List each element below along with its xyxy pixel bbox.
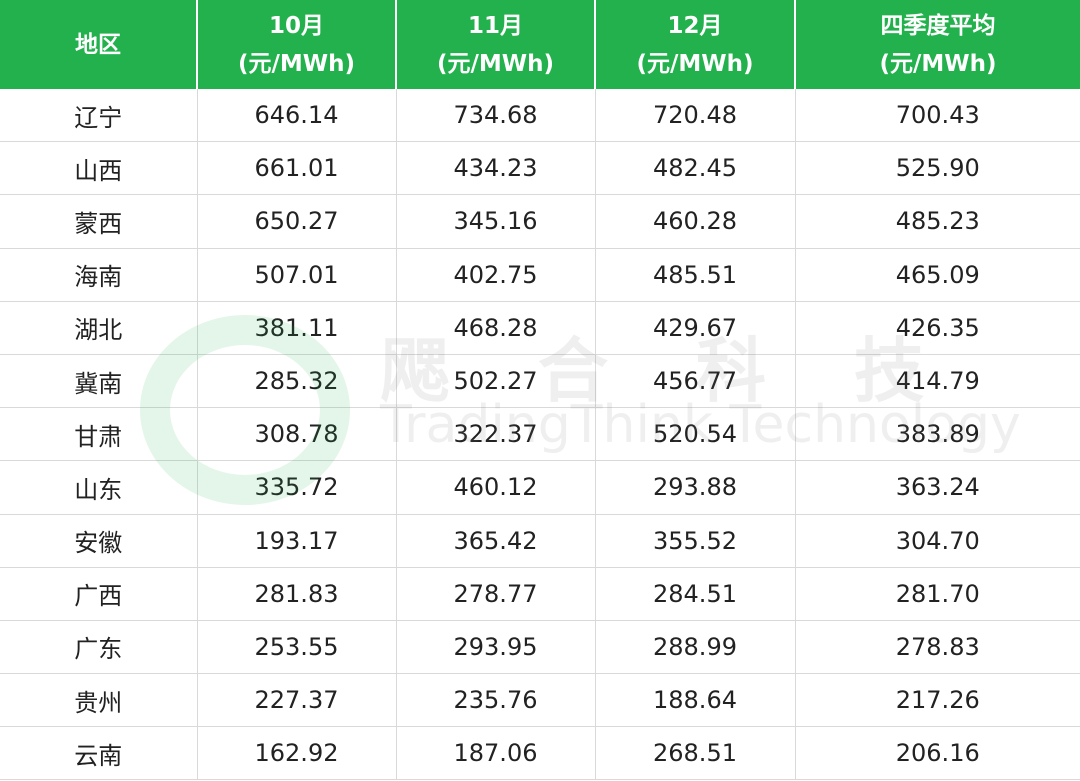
value-cell: 268.51 xyxy=(594,726,795,781)
header-unit: (元/MWh) xyxy=(237,50,356,77)
value-cell: 383.89 xyxy=(794,407,1080,462)
value-cell: 646.14 xyxy=(196,89,396,143)
table-row: 山西 661.01 434.23 482.45 525.90 xyxy=(0,141,1080,196)
value-cell: 253.55 xyxy=(196,620,396,675)
value-cell: 365.42 xyxy=(395,514,595,568)
region-cell: 贵州 xyxy=(0,673,197,728)
value-cell: 402.75 xyxy=(395,248,595,302)
table-row: 蒙西 650.27 345.16 460.28 485.23 xyxy=(0,194,1080,249)
value-cell: 322.37 xyxy=(395,407,595,462)
value-cell: 284.51 xyxy=(594,567,795,621)
value-cell: 700.43 xyxy=(794,89,1080,143)
header-label: 四季度平均 xyxy=(880,12,996,39)
table-row: 辽宁 646.14 734.68 720.48 700.43 xyxy=(0,89,1080,143)
table-row: 广西 281.83 278.77 284.51 281.70 xyxy=(0,567,1080,621)
value-cell: 485.23 xyxy=(794,194,1080,249)
value-cell: 482.45 xyxy=(594,141,795,196)
table-body: 辽宁 646.14 734.68 720.48 700.43 山西 661.01 434.23… xyxy=(0,89,1080,781)
header-cell: 12月 (元/MWh) xyxy=(594,0,795,89)
watermark-logo xyxy=(140,315,350,505)
value-cell: 460.12 xyxy=(395,460,595,515)
value-cell: 304.70 xyxy=(794,514,1080,568)
value-cell: 525.90 xyxy=(794,141,1080,196)
value-cell: 429.67 xyxy=(594,301,795,355)
table-row: 云南 162.92 187.06 268.51 206.16 xyxy=(0,726,1080,781)
value-cell: 456.77 xyxy=(594,354,795,409)
table-row: 广东 253.55 293.95 288.99 278.83 xyxy=(0,620,1080,675)
region-cell: 海南 xyxy=(0,248,197,302)
table-row: 冀南 285.32 502.27 456.77 414.79 xyxy=(0,354,1080,409)
header-label: 12月 xyxy=(667,12,723,39)
value-cell: 355.52 xyxy=(594,514,795,568)
region-cell: 湖北 xyxy=(0,301,197,355)
region-cell: 山西 xyxy=(0,141,197,196)
value-cell: 281.70 xyxy=(794,567,1080,621)
value-cell: 363.24 xyxy=(794,460,1080,515)
table-row: 贵州 227.37 235.76 188.64 217.26 xyxy=(0,673,1080,728)
table-row: 湖北 381.11 468.28 429.67 426.35 xyxy=(0,301,1080,355)
region-cell: 辽宁 xyxy=(0,89,197,143)
value-cell: 227.37 xyxy=(196,673,396,728)
value-cell: 507.01 xyxy=(196,248,396,302)
value-cell: 235.76 xyxy=(395,673,595,728)
value-cell: 162.92 xyxy=(196,726,396,781)
value-cell: 650.27 xyxy=(196,194,396,249)
header-cell: 四季度平均 (元/MWh) xyxy=(794,0,1080,89)
table-header: 地区 10月 (元/MWh) 11月 (元/MWh) 12月 (元/MWh) 四季度平均 (元/… xyxy=(0,0,1080,89)
value-cell: 206.16 xyxy=(794,726,1080,781)
header-label: 10月 xyxy=(268,12,324,39)
value-cell: 720.48 xyxy=(594,89,795,143)
header-row: 地区 10月 (元/MWh) 11月 (元/MWh) 12月 (元/MWh) 四季度平均 (元/… xyxy=(0,0,1080,89)
region-cell: 蒙西 xyxy=(0,194,197,249)
value-cell: 193.17 xyxy=(196,514,396,568)
value-cell: 426.35 xyxy=(794,301,1080,355)
value-cell: 188.64 xyxy=(594,673,795,728)
value-cell: 502.27 xyxy=(395,354,595,409)
region-cell: 广东 xyxy=(0,620,197,675)
value-cell: 281.83 xyxy=(196,567,396,621)
region-cell: 广西 xyxy=(0,567,197,621)
region-cell: 云南 xyxy=(0,726,197,781)
value-cell: 278.77 xyxy=(395,567,595,621)
value-cell: 434.23 xyxy=(395,141,595,196)
value-cell: 734.68 xyxy=(395,89,595,143)
value-cell: 293.95 xyxy=(395,620,595,675)
value-cell: 465.09 xyxy=(794,248,1080,302)
region-cell: 安徽 xyxy=(0,514,197,568)
table-row: 安徽 193.17 365.42 355.52 304.70 xyxy=(0,514,1080,568)
value-cell: 460.28 xyxy=(594,194,795,249)
value-cell: 187.06 xyxy=(395,726,595,781)
header-cell: 11月 (元/MWh) xyxy=(395,0,595,89)
value-cell: 278.83 xyxy=(794,620,1080,675)
header-label: 11月 xyxy=(467,12,523,39)
value-cell: 288.99 xyxy=(594,620,795,675)
header-cell: 地区 xyxy=(0,0,197,89)
value-cell: 661.01 xyxy=(196,141,396,196)
header-unit: (元/MWh) xyxy=(436,50,555,77)
header-cell: 10月 (元/MWh) xyxy=(196,0,396,89)
value-cell: 345.16 xyxy=(395,194,595,249)
value-cell: 485.51 xyxy=(594,248,795,302)
value-cell: 468.28 xyxy=(395,301,595,355)
header-unit: (元/MWh) xyxy=(636,50,754,77)
value-cell: 414.79 xyxy=(794,354,1080,409)
table-row: 海南 507.01 402.75 485.51 465.09 xyxy=(0,248,1080,302)
value-cell: 217.26 xyxy=(794,673,1080,728)
header-label: 地区 xyxy=(75,31,121,58)
value-cell: 293.88 xyxy=(594,460,795,515)
header-unit: (元/MWh) xyxy=(879,50,997,77)
value-cell: 520.54 xyxy=(594,407,795,462)
